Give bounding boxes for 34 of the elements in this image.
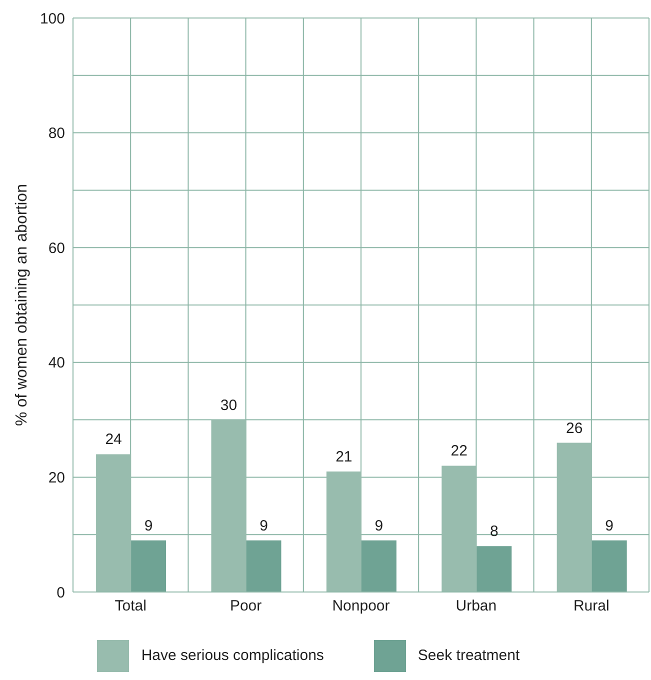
x-tick-label: Urban [456,598,497,615]
y-tick-label: 20 [48,470,65,487]
bar [326,471,362,592]
y-axis-title: % of women obtaining an abortion [14,184,31,426]
x-tick-label: Poor [230,598,262,615]
x-tick-label: Nonpoor [332,598,390,615]
x-tick-label: Total [114,598,146,615]
data-label: 26 [566,420,583,437]
y-tick-label: 80 [48,125,65,142]
data-label: 9 [374,517,384,534]
data-label: 24 [105,431,122,448]
y-tick-label: 100 [40,10,65,28]
bar [442,466,477,592]
legend-label: Seek treatment [418,647,520,664]
bar [361,540,396,592]
data-label: 9 [144,517,153,534]
y-tick-label: 40 [48,354,65,372]
bar [476,546,512,592]
y-tick-label: 0 [56,584,65,602]
data-label: 22 [450,442,468,460]
bar [131,540,166,592]
bar [592,540,627,592]
bar [96,454,132,592]
bar [556,442,592,592]
bar [246,540,282,592]
data-label: 30 [220,396,238,414]
bar [211,420,246,592]
legend-label: Have serious complications [141,647,324,664]
data-label: 8 [490,523,498,540]
data-label: 9 [260,517,268,534]
data-label: 9 [605,517,614,534]
x-tick-label: Rural [573,598,610,615]
y-tick-label: 60 [48,240,65,257]
data-label: 21 [336,448,352,466]
